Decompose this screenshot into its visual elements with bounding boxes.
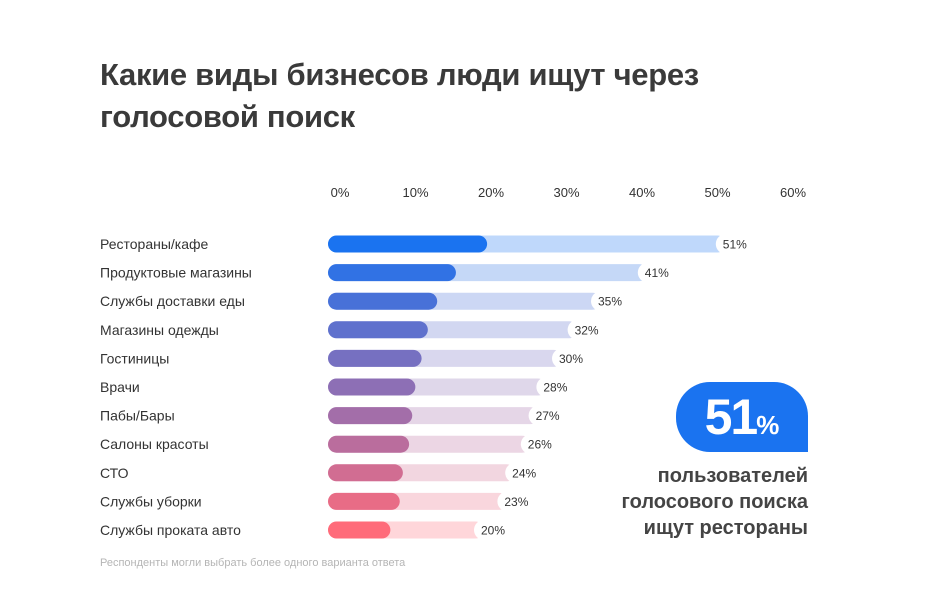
x-tick-label: 30% [553, 185, 579, 200]
value-label: 27% [536, 409, 560, 423]
x-tick-label: 60% [780, 185, 806, 200]
category-label: Врачи [100, 379, 140, 395]
x-tick-label: 50% [704, 185, 730, 200]
value-label: 26% [528, 438, 552, 452]
highlight-value: 51 [704, 389, 759, 445]
value-label-pill [637, 262, 676, 283]
category-label: Магазины одежды [100, 322, 219, 338]
page-title: Какие виды бизнесов люди ищут через голо… [100, 57, 699, 134]
highlight-unit: % [756, 410, 780, 440]
bar [328, 378, 416, 396]
bar [328, 349, 422, 367]
bar [328, 407, 413, 425]
footnote: Респонденты могли выбрать более одного в… [100, 557, 406, 569]
highlight-caption: пользователей голосового поиска ищут рес… [622, 463, 808, 541]
value-label-pill [497, 491, 536, 512]
bar [328, 521, 391, 539]
value-label-pill [591, 291, 629, 312]
category-label: Службы уборки [100, 493, 202, 509]
category-label: Гостиницы [100, 350, 169, 366]
value-label-pill [552, 348, 590, 369]
value-label-pill [520, 434, 559, 455]
value-label: 35% [598, 295, 622, 309]
value-label: 20% [481, 524, 505, 538]
category-label: СТО [100, 465, 129, 481]
value-label-pill [528, 405, 567, 426]
value-label: 23% [504, 495, 528, 509]
category-label: Службы проката авто [100, 522, 241, 538]
bar [328, 464, 403, 482]
bar [328, 235, 488, 253]
x-tick-label: 0% [331, 185, 350, 200]
value-label-pill [567, 319, 606, 340]
category-label: Службы доставки еды [100, 293, 245, 309]
x-tick-label: 10% [402, 185, 428, 200]
caption-line: ищут рестораны [643, 517, 808, 539]
value-label: 24% [512, 466, 536, 480]
bar [328, 435, 410, 453]
value-label-pill [715, 234, 754, 254]
value-label: 30% [559, 352, 583, 366]
highlight-badge: 51% [676, 382, 808, 452]
bar [328, 321, 428, 339]
bar [328, 292, 438, 310]
x-tick-label: 20% [478, 185, 504, 200]
value-label-pill [474, 520, 512, 540]
value-label: 41% [645, 266, 669, 280]
value-label: 28% [543, 381, 567, 395]
category-label: Продуктовые магазины [100, 265, 252, 281]
caption-line: голосового поиска [621, 491, 808, 513]
value-label: 51% [723, 238, 747, 252]
caption-line: пользователей [657, 465, 808, 487]
x-tick-label: 40% [629, 185, 655, 200]
category-label: Салоны красоты [100, 436, 209, 452]
value-label-pill [505, 462, 544, 483]
category-label: Рестораны/кафе [100, 236, 209, 252]
value-label-pill [536, 377, 575, 397]
value-label: 32% [575, 323, 599, 337]
bar [328, 264, 456, 282]
category-label: Пабы/Бары [100, 408, 175, 424]
bar [328, 492, 400, 510]
